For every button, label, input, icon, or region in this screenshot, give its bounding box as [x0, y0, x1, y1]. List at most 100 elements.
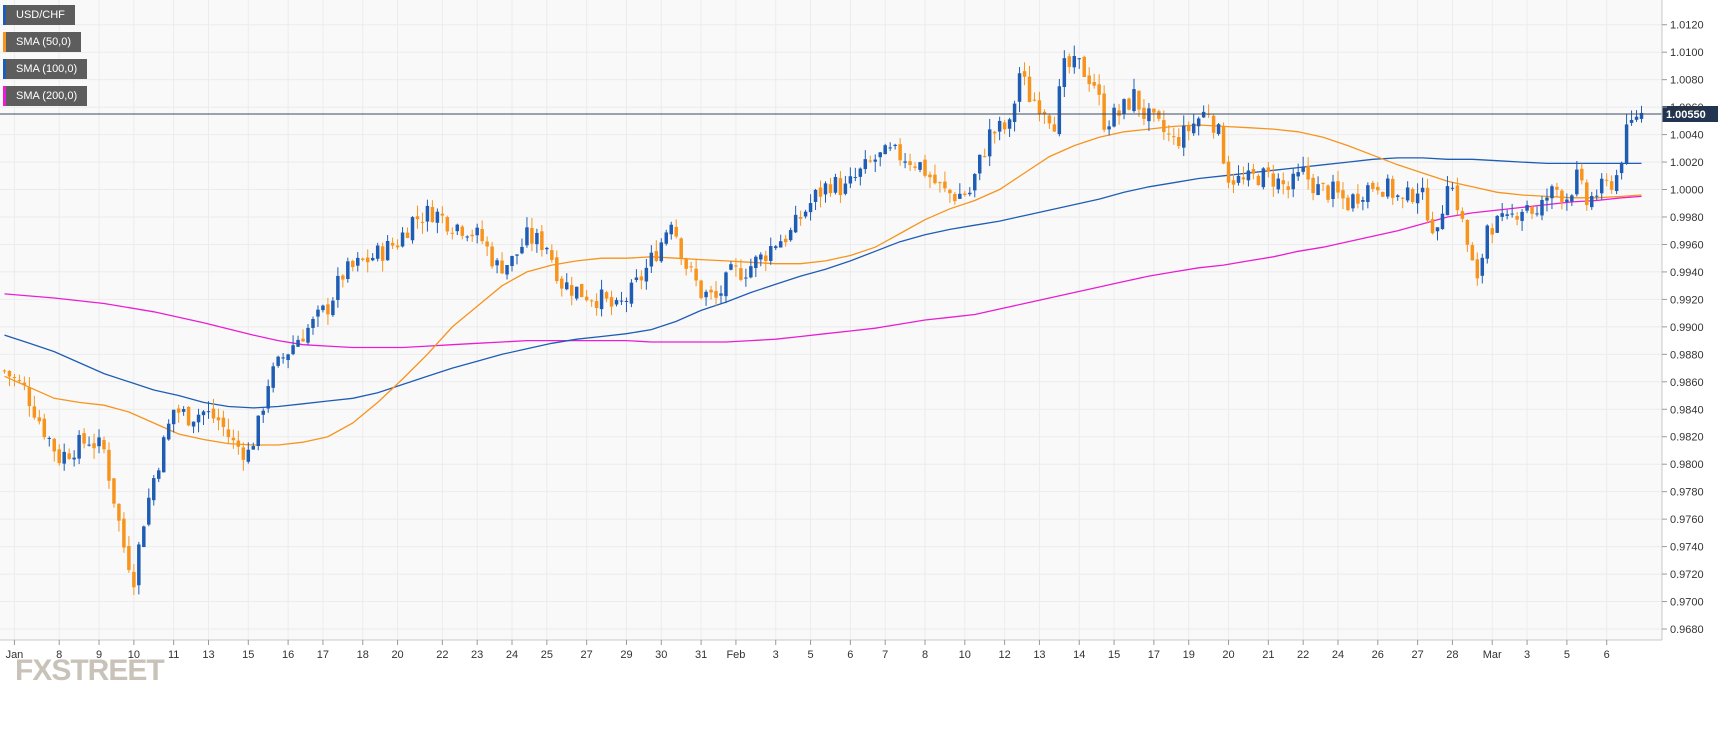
- candle-body: [1067, 56, 1072, 67]
- candle-body: [1147, 108, 1151, 122]
- x-tick-label: 7: [882, 649, 888, 661]
- legend-item-sma100[interactable]: SMA (100,0): [3, 59, 88, 79]
- candle-body: [1072, 56, 1077, 68]
- candle-body: [1634, 116, 1639, 120]
- candle-body: [201, 411, 206, 416]
- legend-item-usdchf[interactable]: USD/CHF: [3, 5, 75, 25]
- y-tick-label: 0.9680: [1670, 624, 1704, 636]
- candle-body: [574, 286, 579, 299]
- candle-body: [176, 408, 181, 413]
- candle-body: [1550, 186, 1554, 199]
- candle-body: [604, 292, 609, 299]
- candle-body: [321, 305, 325, 311]
- candle-body: [112, 478, 116, 504]
- candle-body: [783, 238, 788, 243]
- candle-body: [1142, 107, 1146, 119]
- candle-body: [2, 370, 7, 372]
- candle-body: [754, 256, 758, 269]
- candle-body: [1485, 225, 1490, 259]
- candle-body: [569, 285, 574, 296]
- candle-body: [336, 275, 340, 301]
- candle-body: [186, 406, 191, 426]
- sma-100-line: [4, 157, 1642, 409]
- candle-body: [1599, 178, 1604, 194]
- x-tick-label: 20: [1222, 649, 1234, 661]
- y-tick-label: 0.9980: [1670, 212, 1704, 224]
- legend-item-sma200[interactable]: SMA (200,0): [3, 86, 88, 106]
- candle-body: [624, 300, 629, 302]
- candle-body: [729, 264, 733, 270]
- candle-body: [1371, 182, 1375, 189]
- candle-body: [769, 246, 773, 261]
- legend-swatch-usdchf: [3, 5, 6, 25]
- candle-body: [958, 193, 962, 199]
- x-tick-label: 15: [242, 649, 254, 661]
- candle-body: [7, 370, 12, 377]
- candle-body: [943, 181, 947, 189]
- y-tick-label: 1.0020: [1670, 157, 1704, 169]
- candle-body: [390, 242, 395, 246]
- x-tick-label: 6: [847, 649, 853, 661]
- candle-body: [679, 238, 683, 259]
- candle-body: [515, 254, 519, 256]
- candle-body: [1386, 178, 1390, 197]
- candle-body: [1540, 199, 1544, 216]
- candle-body: [1470, 245, 1475, 261]
- candle-body: [913, 166, 917, 168]
- candle-body: [1570, 195, 1574, 202]
- candle-body: [1107, 126, 1111, 130]
- candle-body: [1619, 162, 1624, 174]
- candle-body: [52, 438, 56, 452]
- candle-body: [236, 440, 241, 447]
- candle-body: [137, 544, 141, 586]
- candle-body: [1271, 173, 1276, 187]
- candle-body: [1162, 120, 1166, 133]
- candle-body: [181, 409, 186, 412]
- candle-body: [1231, 180, 1236, 185]
- candle-body: [1500, 213, 1504, 217]
- candle-body: [1102, 93, 1106, 130]
- candle-body: [1400, 197, 1405, 199]
- candle-body: [674, 226, 678, 237]
- candle-body: [405, 232, 410, 239]
- candle-body: [171, 409, 176, 425]
- candle-body: [764, 255, 768, 262]
- candle-body: [341, 275, 345, 280]
- candle-body: [520, 246, 524, 254]
- candle-body: [1112, 107, 1116, 127]
- y-tick-label: 0.9720: [1670, 569, 1704, 581]
- candle-body: [97, 437, 101, 447]
- candle-body: [813, 189, 818, 202]
- sma-lines: [4, 124, 1642, 446]
- x-tick-label: 25: [541, 649, 553, 661]
- legend-item-sma50[interactable]: SMA (50,0): [3, 32, 82, 52]
- candle-body: [1032, 99, 1037, 101]
- candle-body: [1560, 190, 1564, 203]
- x-tick-label: 6: [1604, 649, 1610, 661]
- candle-body: [301, 338, 305, 342]
- candle-body: [1361, 200, 1365, 202]
- candle-body: [759, 254, 763, 260]
- candle-body: [669, 224, 673, 235]
- x-tick-label: 13: [202, 649, 214, 661]
- candle-body: [749, 266, 753, 278]
- candle-body: [490, 246, 494, 267]
- candle-body: [316, 309, 320, 317]
- candle-body: [1152, 108, 1156, 113]
- candle-body: [1545, 197, 1549, 201]
- candle-body: [530, 227, 534, 244]
- candle-body: [1221, 125, 1226, 164]
- candle-body: [808, 203, 813, 213]
- candle-body: [619, 300, 624, 302]
- candle-body: [1435, 227, 1440, 232]
- candle-body: [773, 246, 778, 249]
- candle-body: [271, 366, 275, 388]
- candle-body: [196, 414, 201, 423]
- candle-body: [982, 156, 987, 158]
- candle-body: [694, 268, 698, 281]
- candle-body: [1480, 257, 1485, 276]
- candle-body: [92, 443, 96, 449]
- candle-body: [1122, 99, 1126, 115]
- candle-body: [1580, 168, 1584, 181]
- candle-body: [500, 260, 504, 274]
